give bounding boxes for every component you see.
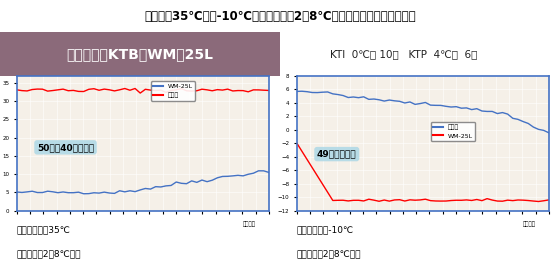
Text: 維持温度：2〜8℃以内: 維持温度：2〜8℃以内: [17, 249, 81, 258]
Text: KTI  0℃用 10個   KTP  4℃用  6個: KTI 0℃用 10個 KTP 4℃用 6個: [329, 49, 477, 59]
Text: 維持温度：2〜8℃以内: 維持温度：2〜8℃以内: [297, 249, 361, 258]
Text: 外気温設定：35℃: 外気温設定：35℃: [17, 225, 71, 234]
Text: 経過時間: 経過時間: [523, 221, 536, 227]
Legend: 恒温室, WM-25L: 恒温室, WM-25L: [431, 122, 475, 141]
Text: 50時間40分を維持: 50時間40分を維持: [37, 143, 94, 152]
FancyBboxPatch shape: [0, 32, 280, 76]
Text: 経過時間: 経過時間: [243, 221, 256, 227]
Text: ボックス：KTB－WM－25L: ボックス：KTB－WM－25L: [67, 47, 213, 61]
Text: 外気温設定：-10℃: 外気温設定：-10℃: [297, 225, 354, 234]
Text: 49時間を維持: 49時間を維持: [317, 150, 357, 158]
Legend: WM-25L, 恒温室: WM-25L, 恒温室: [151, 82, 195, 100]
Text: 「外気温35℃及び-10℃を想定とした2〜8℃輸送」を目的とした使用例: 「外気温35℃及び-10℃を想定とした2〜8℃輸送」を目的とした使用例: [144, 10, 416, 23]
